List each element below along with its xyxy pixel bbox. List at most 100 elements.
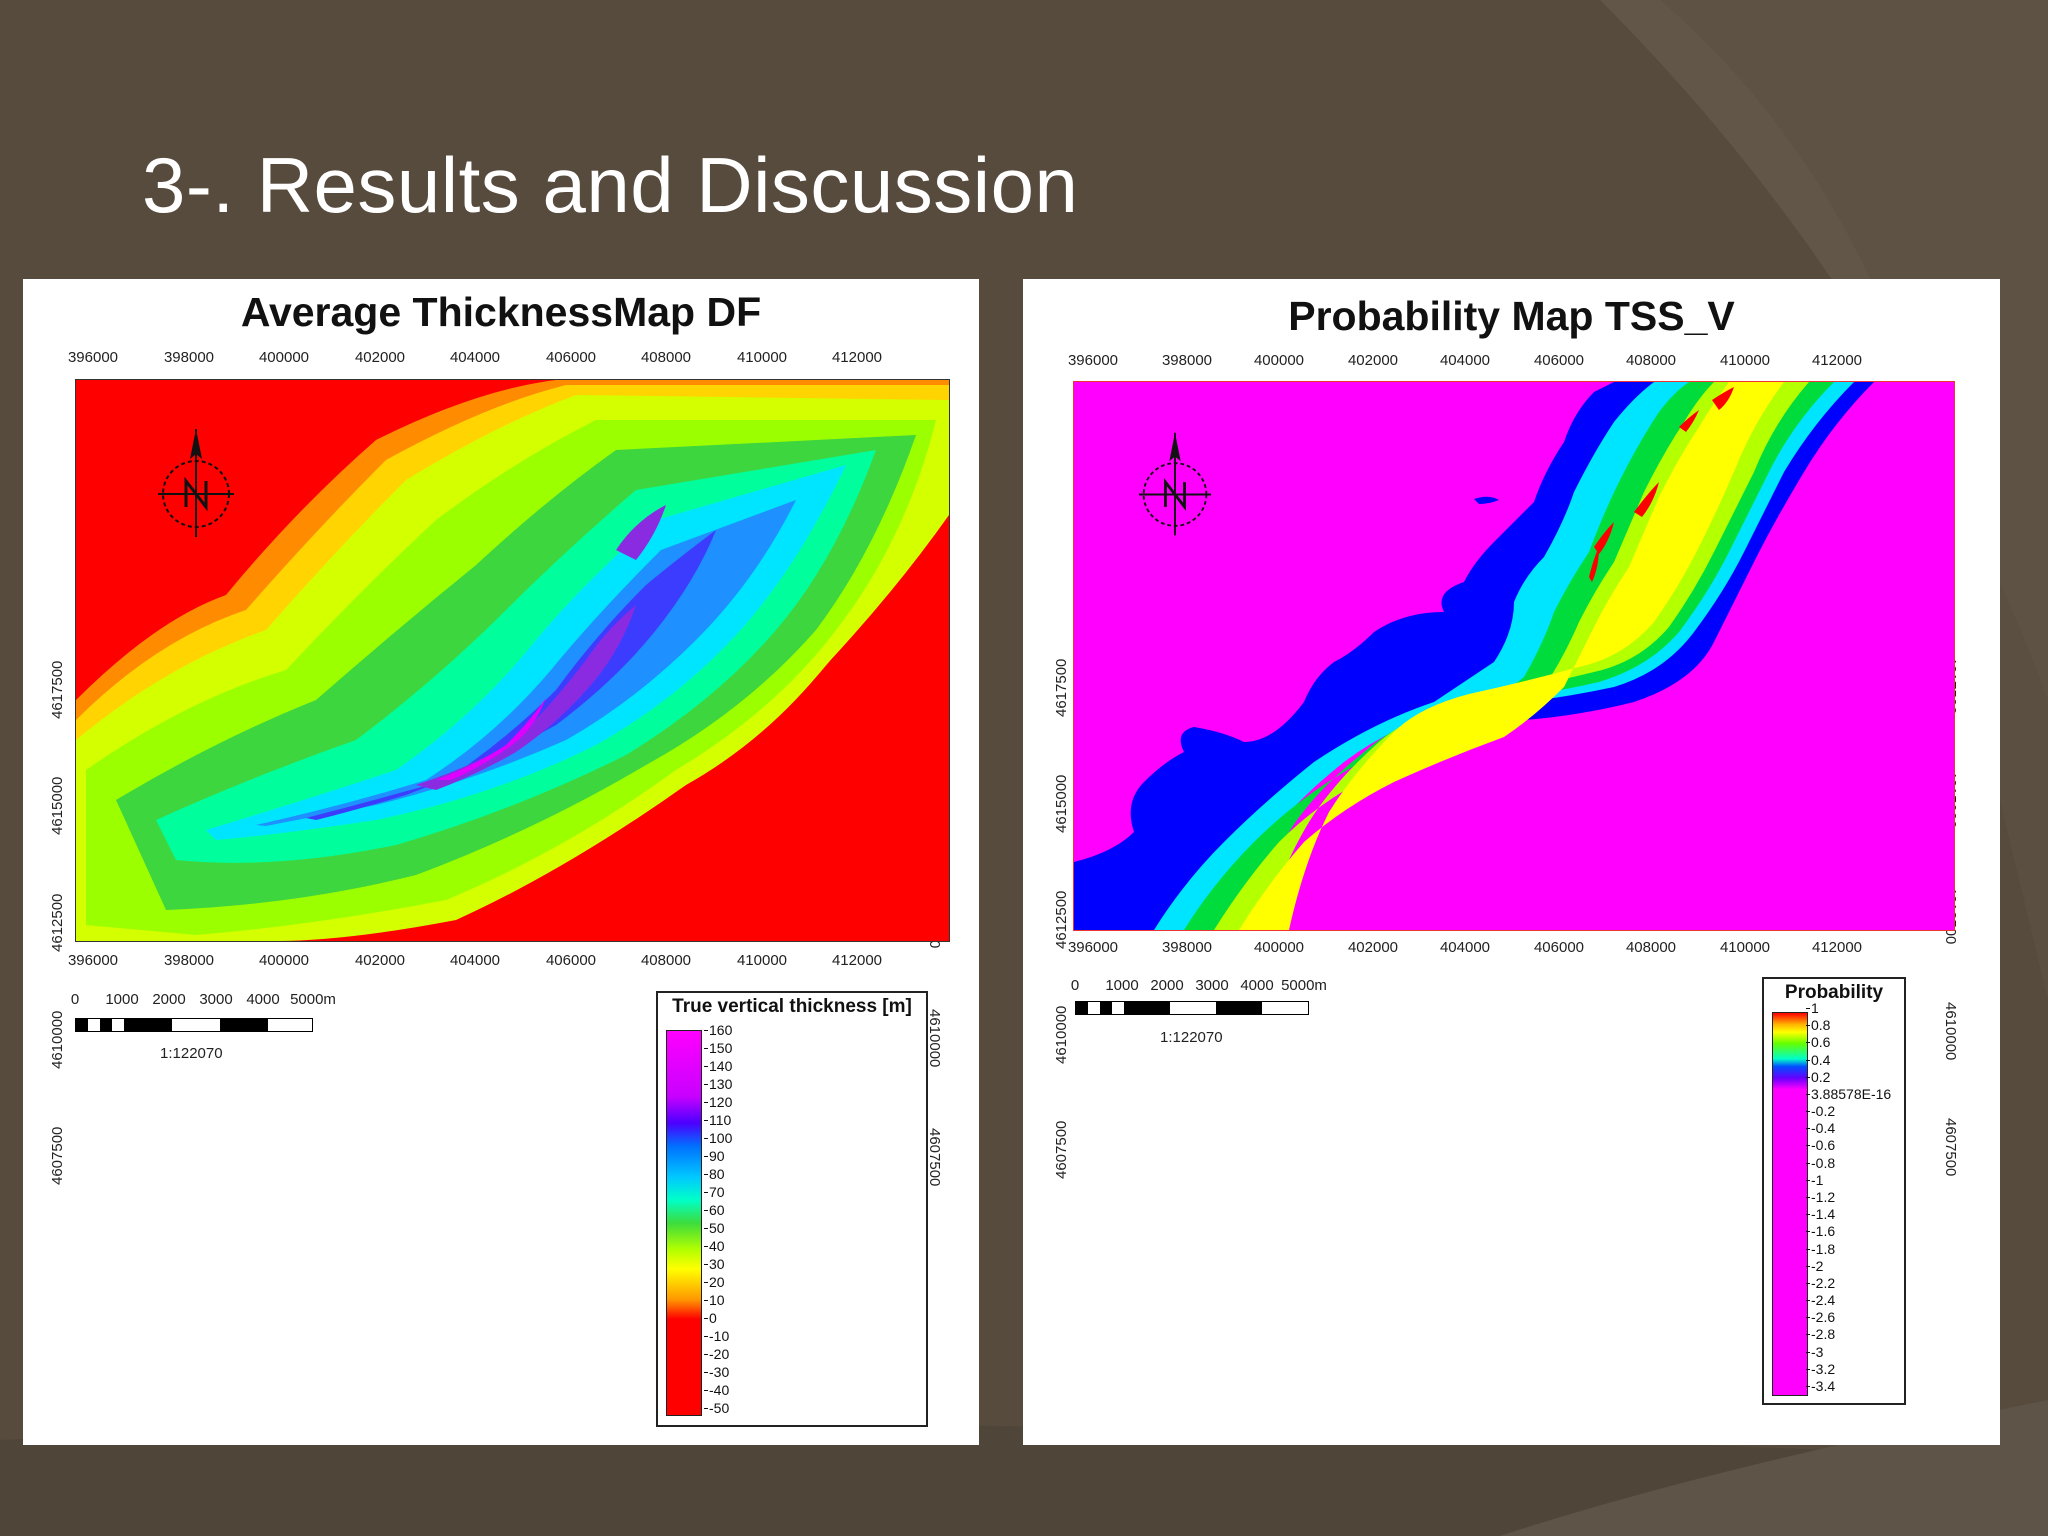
y-tick: 4617500	[1053, 658, 1070, 717]
north-arrow-icon	[1138, 432, 1212, 536]
y-tick: 4610000	[1942, 1002, 1959, 1061]
x-tick: 408000	[1625, 352, 1677, 369]
legend-tick: -50	[703, 1400, 730, 1416]
x-tick: 408000	[640, 952, 692, 969]
x-tick: 396000	[67, 952, 119, 969]
legend-tick: 100	[703, 1130, 733, 1146]
legend-tick: -30	[703, 1364, 730, 1380]
legend-tick: 80	[704, 1166, 725, 1182]
x-tick: 400000	[258, 952, 310, 969]
legend-tick: 130	[703, 1076, 733, 1092]
legend-tick: -10	[703, 1328, 730, 1344]
scale-label: 0	[1070, 977, 1080, 994]
legend-tick: -0.2	[1805, 1103, 1836, 1120]
legend-tick: 110	[703, 1112, 732, 1128]
slide-title: 3-. Results and Discussion	[142, 141, 1079, 229]
scale-label: 5000m	[290, 991, 336, 1008]
legend-tick: 140	[703, 1058, 733, 1074]
y-tick: 4615000	[1053, 774, 1070, 833]
thickness-map-title: Average ThicknessMap DF	[240, 289, 762, 335]
scale-label: 4000	[1240, 977, 1274, 994]
legend-tick: -1.4	[1805, 1206, 1836, 1223]
y-tick: 4607500	[49, 1126, 66, 1185]
x-tick: 396000	[67, 349, 119, 366]
x-tick: 402000	[354, 349, 406, 366]
x-tick: 406000	[545, 349, 597, 366]
legend-tick: -20	[703, 1346, 730, 1362]
scale-label: 3000	[1195, 977, 1229, 994]
x-tick: 410000	[736, 349, 788, 366]
legend-tick: 90	[704, 1148, 725, 1164]
legend-tick: -40	[703, 1382, 730, 1398]
legend-tick: -2.8	[1805, 1326, 1836, 1343]
scale-labels: 0 1000 2000 3000 4000 5000m	[1071, 977, 1335, 997]
legend-tick: 160	[703, 1022, 733, 1038]
legend-tick: 150	[703, 1040, 733, 1056]
y-tick: 4612500	[49, 893, 66, 952]
north-arrow-icon	[158, 429, 234, 537]
x-tick: 410000	[1719, 352, 1771, 369]
thickness-legend: True vertical thickness [m] 160 150 140 130…	[656, 991, 928, 1427]
x-tick: 412000	[1811, 352, 1863, 369]
scale-label: 4000	[246, 991, 280, 1008]
probability-legend: Probability 1 0.8 0.6 0.4 0.2 3.88578E-16 -0.2…	[1762, 977, 1906, 1405]
x-tick: 402000	[1347, 939, 1399, 956]
legend-tick: -2.4	[1805, 1292, 1836, 1309]
thickness-map-plot	[75, 379, 950, 942]
y-tick: 4615000	[49, 776, 66, 835]
x-tick: 398000	[163, 952, 215, 969]
y-tick: 4607500	[926, 1128, 943, 1187]
x-tick: 412000	[1811, 939, 1863, 956]
x-tick: 410000	[736, 952, 788, 969]
y-tick: 4617500	[49, 660, 66, 719]
x-tick: 404000	[1439, 352, 1491, 369]
x-tick: 406000	[1533, 939, 1585, 956]
legend-tick: -1.6	[1805, 1223, 1836, 1240]
x-tick: 408000	[640, 349, 692, 366]
x-tick: 398000	[1161, 352, 1213, 369]
legend-tick: 60	[704, 1202, 725, 1218]
legend-tick: 120	[703, 1094, 733, 1110]
x-tick: 410000	[1719, 939, 1771, 956]
scale-bar	[1075, 1001, 1309, 1015]
legend-tick: -3.2	[1805, 1360, 1836, 1377]
scale-label: 2000	[152, 991, 186, 1008]
legend-tick: -0.4	[1805, 1120, 1836, 1137]
x-tick: 406000	[1533, 352, 1585, 369]
x-tick: 404000	[1439, 939, 1491, 956]
x-tick: 408000	[1625, 939, 1677, 956]
y-tick: 4610000	[926, 1009, 943, 1068]
y-tick: 4610000	[49, 1010, 66, 1069]
scale-labels: 0 1000 2000 3000 4000 5000m	[71, 991, 336, 1011]
legend-tick: 70	[704, 1184, 725, 1200]
x-tick: 400000	[1253, 939, 1305, 956]
probability-map-title: Probability Map TSS_V	[1288, 293, 1735, 339]
legend-tick: -3	[1805, 1343, 1824, 1360]
scale-label: 0	[70, 991, 80, 1008]
legend-tick: 50	[704, 1220, 725, 1236]
legend-tick: 1	[1806, 1000, 1819, 1016]
scale-label: 1000	[1105, 977, 1139, 994]
legend-tick: 10	[704, 1292, 725, 1308]
x-tick: 398000	[1161, 939, 1213, 956]
probability-raster	[1074, 382, 1954, 930]
scale-label: 2000	[1150, 977, 1184, 994]
x-tick: 404000	[449, 349, 501, 366]
legend-tick: -0.6	[1805, 1137, 1836, 1154]
scale-label: 5000m	[1281, 977, 1327, 994]
scale-ratio: 1:122070	[1160, 1029, 1223, 1046]
scale-bar	[75, 1018, 313, 1032]
legend-color-ramp	[1772, 1012, 1808, 1396]
x-tick: 396000	[1067, 939, 1119, 956]
legend-tick: 40	[704, 1238, 725, 1254]
x-tick: 398000	[163, 349, 215, 366]
thickness-raster	[76, 380, 949, 941]
x-tick: 412000	[831, 349, 883, 366]
y-tick: 4607500	[1942, 1118, 1959, 1177]
probability-map-panel: Probability Map TSS_V 396000 398000 4000…	[1023, 279, 2000, 1445]
legend-tick: 0.6	[1805, 1034, 1831, 1051]
legend-tick: -0.8	[1805, 1154, 1836, 1171]
legend-tick: 0.2	[1805, 1068, 1831, 1085]
x-tick: 402000	[354, 952, 406, 969]
legend-tick: 3.88578E-16	[1805, 1085, 1892, 1102]
